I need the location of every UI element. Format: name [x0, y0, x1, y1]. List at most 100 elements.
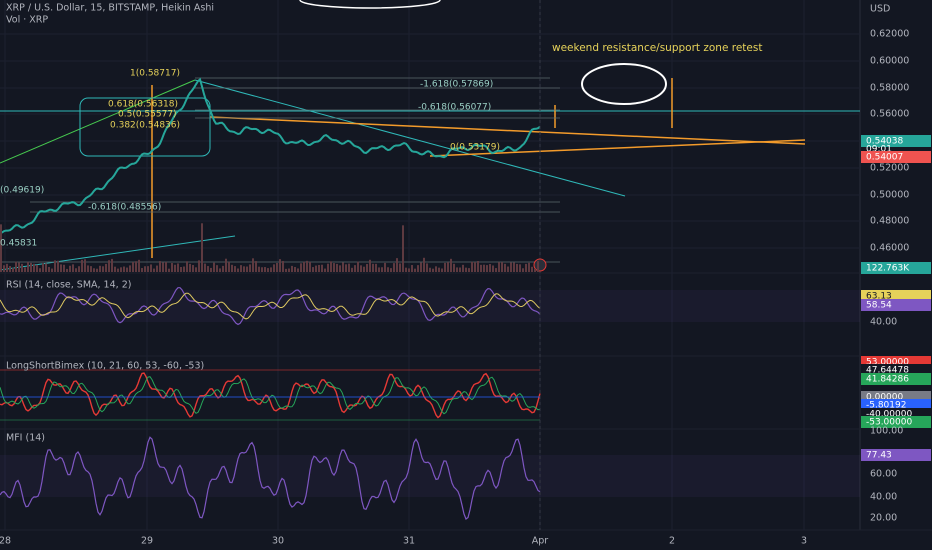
volume-bar [288, 268, 290, 272]
volume-bar [21, 263, 23, 272]
mfi-title: MFI (14) [6, 433, 45, 444]
volume-bar [300, 263, 302, 272]
volume-bar [225, 258, 227, 272]
volume-bar [396, 258, 398, 272]
volume-bar [477, 260, 479, 272]
volume-bar [111, 258, 113, 272]
volume-bar [450, 258, 452, 272]
volume-bar [108, 260, 110, 272]
volume-bar [327, 263, 329, 272]
lsb-badge-bg [861, 373, 931, 385]
volume-bar [258, 266, 260, 272]
volume-bar [36, 264, 38, 272]
volume-bar [471, 261, 473, 272]
volume-bar [360, 265, 362, 272]
lsb-badge: 41.84286 [866, 375, 909, 385]
volume-bar [207, 266, 209, 272]
rsi-title: RSI (14, close, SMA, 14, 2) [6, 280, 131, 291]
volume-bar [147, 266, 149, 272]
volume-bar [189, 263, 191, 272]
volume-bar [63, 264, 65, 272]
volume-bar [72, 264, 74, 272]
price-label: 0.48000 [870, 216, 909, 227]
volume-bar [435, 266, 437, 272]
volume-bar [186, 261, 188, 272]
volume-bar [366, 264, 368, 272]
volume-bar [84, 259, 86, 272]
volume-bar [240, 265, 242, 272]
volume-bar [69, 265, 71, 272]
volume-bar [276, 262, 278, 272]
volume-bar [237, 268, 239, 272]
price-label: 0.52000 [870, 163, 909, 174]
volume-bar [3, 265, 5, 272]
volume-bar [9, 266, 11, 272]
volume-bar [381, 267, 383, 272]
volume-bar [411, 265, 413, 272]
volume-bar [156, 265, 158, 272]
volume-bar [429, 267, 431, 272]
volume-bar [516, 263, 518, 272]
volume-bar [12, 267, 14, 272]
volume-bar [351, 267, 353, 272]
volume-bar [132, 262, 134, 272]
volume-bar [282, 260, 284, 272]
volume-bar [75, 268, 77, 272]
volume-bar [423, 257, 425, 272]
volume-bar [393, 263, 395, 272]
fib-label: (0.49619) [0, 186, 44, 196]
axis-unit: USD [870, 4, 890, 15]
volume-bar [270, 267, 272, 272]
volume-bar [129, 265, 131, 272]
volume-bar [126, 267, 128, 272]
volume-bar [501, 262, 503, 272]
volume-bar [15, 261, 17, 272]
volume-bar [447, 262, 449, 272]
lsb-badge: 47.64478 [866, 366, 909, 376]
mfi-label: 60.00 [870, 469, 897, 480]
volume-bar [525, 263, 527, 272]
volume-bar [279, 259, 281, 272]
volume-bar [342, 262, 344, 272]
volume-bar [267, 268, 269, 272]
volume-bar [78, 266, 80, 272]
volume-bar [375, 263, 377, 272]
time-label: 28 [0, 536, 11, 547]
volume-value-bg [861, 262, 931, 274]
volume-bar [465, 267, 467, 272]
volume-bar [333, 263, 335, 272]
volume-bar [192, 265, 194, 272]
time-label: 29 [141, 536, 153, 547]
volume-bar [354, 265, 356, 272]
volume-bar [54, 260, 56, 272]
volume-bar [234, 266, 236, 272]
volume-bar [57, 260, 59, 272]
volume-bar [153, 268, 155, 272]
volume-bar [45, 263, 47, 272]
price-label: 0.56000 [870, 109, 909, 120]
volume-bar [210, 267, 212, 272]
mfi-label: 20.00 [870, 513, 897, 524]
volume-bar [309, 261, 311, 272]
fib-label: 0.5(0.55577) [118, 110, 177, 120]
volume-bar [504, 263, 506, 272]
volume-bar [303, 261, 305, 272]
lsb-badge: 53.00000 [866, 358, 909, 368]
volume-bar [459, 267, 461, 272]
volume-bar [315, 265, 317, 272]
volume-bar [297, 268, 299, 272]
volume-bar [468, 268, 470, 272]
volume-bar [498, 262, 500, 272]
volume-bar [528, 262, 530, 272]
volume-bar [141, 268, 143, 272]
volume-bar [324, 268, 326, 272]
volume-bar [96, 268, 98, 272]
time-label: 3 [801, 536, 807, 547]
volume-bar [168, 268, 170, 272]
volume-bar [507, 266, 509, 272]
volume-bar [114, 266, 116, 272]
volume-bar [228, 261, 230, 272]
lsb-badge: -40.00000 [866, 410, 912, 420]
volume-bar [180, 266, 182, 272]
volume-bar [294, 266, 296, 272]
